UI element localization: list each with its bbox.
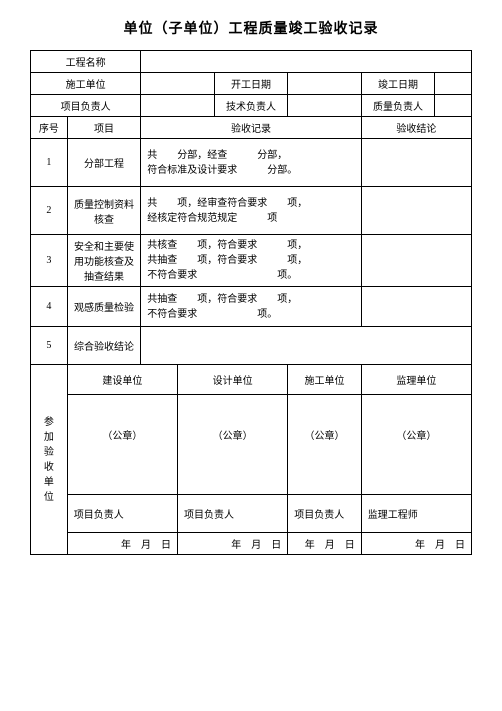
row-record: 共 分部，经查 分部，符合标准及设计要求 分部。 xyxy=(141,139,362,187)
row-item: 质量控制资料核查 xyxy=(67,187,141,235)
org-date: 年 月 日 xyxy=(361,533,471,555)
row-record xyxy=(141,327,472,365)
project-name-label: 工程名称 xyxy=(31,51,141,73)
org-signer: 项目负责人 xyxy=(288,495,362,533)
org-signer: 项目负责人 xyxy=(178,495,288,533)
row-item: 综合验收结论 xyxy=(67,327,141,365)
row-seq: 3 xyxy=(31,235,68,287)
row-seq: 5 xyxy=(31,327,68,365)
org-date: 年 月 日 xyxy=(67,533,177,555)
row-conclusion xyxy=(361,187,471,235)
tech-manager-value xyxy=(288,95,362,117)
row-item: 观感质量检验 xyxy=(67,287,141,327)
end-date-label: 竣工日期 xyxy=(361,73,435,95)
col-item: 项目 xyxy=(67,117,141,139)
org-header: 施工单位 xyxy=(288,365,362,395)
page-title: 单位（子单位）工程质量竣工验收记录 xyxy=(30,18,472,38)
row-item: 分部工程 xyxy=(67,139,141,187)
row-conclusion xyxy=(361,287,471,327)
org-header: 建设单位 xyxy=(67,365,177,395)
row-seq: 4 xyxy=(31,287,68,327)
row-conclusion xyxy=(361,235,471,287)
row-record: 共核查 项，符合要求 项，共抽查 项，符合要求 项，不符合要求 项。 xyxy=(141,235,362,287)
org-date: 年 月 日 xyxy=(178,533,288,555)
col-conclusion: 验收结论 xyxy=(361,117,471,139)
construction-unit-value xyxy=(141,73,215,95)
row-record: 共抽查 项，符合要求 项，不符合要求 项。 xyxy=(141,287,362,327)
project-manager-value xyxy=(141,95,215,117)
orgs-side-label: 参加验收单位 xyxy=(31,365,68,555)
row-record: 共 项，经审查符合要求 项，经核定符合规范规定 项 xyxy=(141,187,362,235)
org-signer: 项目负责人 xyxy=(67,495,177,533)
quality-manager-label: 质量负责人 xyxy=(361,95,435,117)
org-seal: （公章） xyxy=(178,395,288,495)
start-date-value xyxy=(288,73,362,95)
org-header: 设计单位 xyxy=(178,365,288,395)
row-seq: 2 xyxy=(31,187,68,235)
quality-manager-value xyxy=(435,95,472,117)
construction-unit-label: 施工单位 xyxy=(31,73,141,95)
tech-manager-label: 技术负责人 xyxy=(214,95,288,117)
org-seal: （公章） xyxy=(67,395,177,495)
org-date: 年 月 日 xyxy=(288,533,362,555)
project-name-value xyxy=(141,51,472,73)
row-conclusion xyxy=(361,139,471,187)
col-seq: 序号 xyxy=(31,117,68,139)
org-seal: （公章） xyxy=(361,395,471,495)
org-signer: 监理工程师 xyxy=(361,495,471,533)
start-date-label: 开工日期 xyxy=(214,73,288,95)
org-seal: （公章） xyxy=(288,395,362,495)
org-header: 监理单位 xyxy=(361,365,471,395)
col-record: 验收记录 xyxy=(141,117,362,139)
row-seq: 1 xyxy=(31,139,68,187)
acceptance-form: 工程名称 施工单位 开工日期 竣工日期 项目负责人 技术负责人 质量负责人 序号… xyxy=(30,50,472,555)
row-item: 安全和主要使用功能核查及抽查结果 xyxy=(67,235,141,287)
project-manager-label: 项目负责人 xyxy=(31,95,141,117)
end-date-value xyxy=(435,73,472,95)
